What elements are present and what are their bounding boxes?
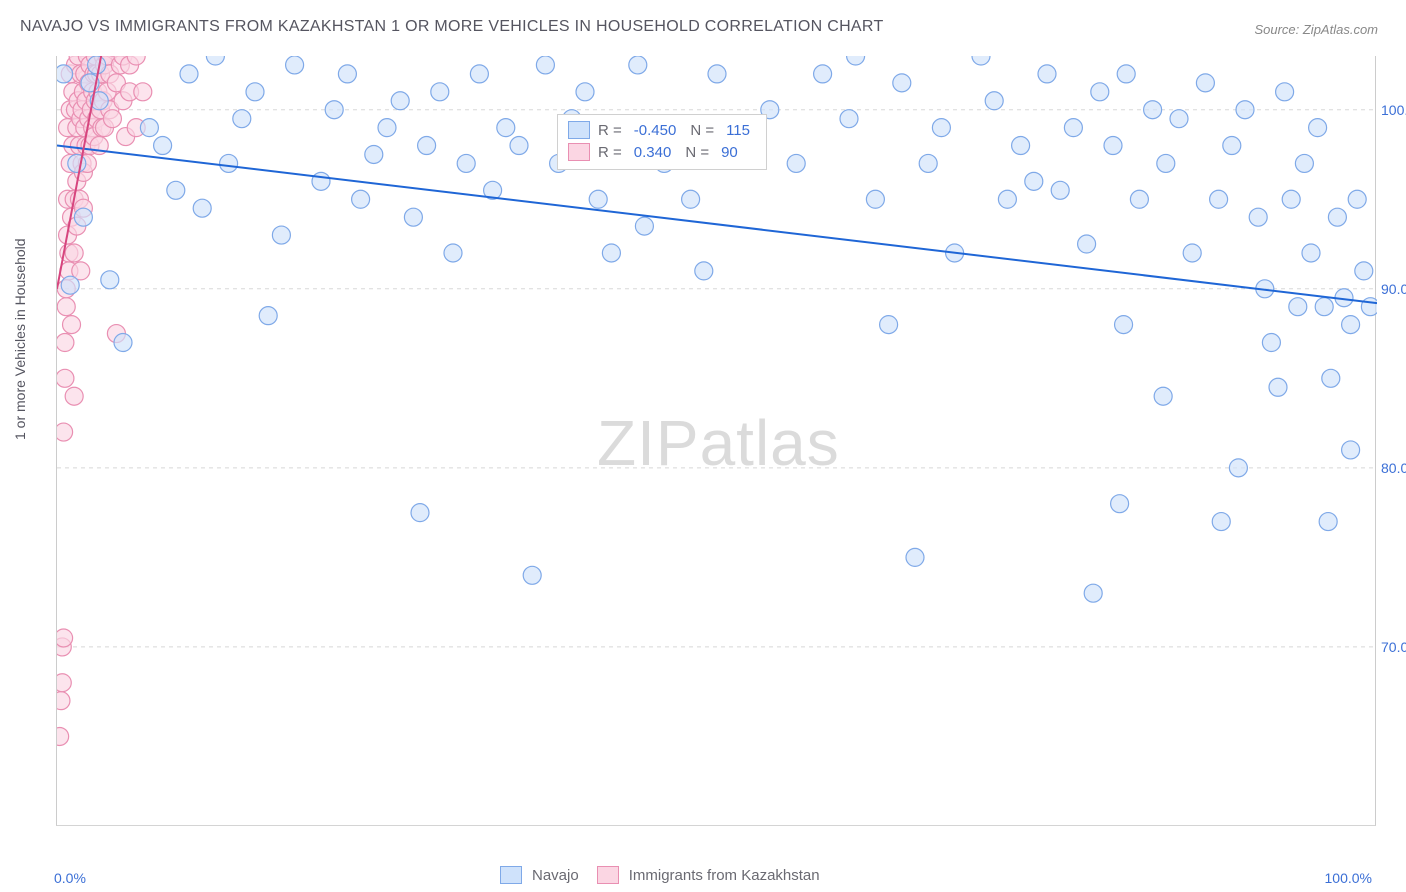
swatch-pink [568,143,590,161]
legend-row-kazakhstan: R = 0.340 N = 90 [568,141,756,163]
y-tick-label: 80.0% [1381,460,1406,476]
y-tick-label: 70.0% [1381,639,1406,655]
n-value-navajo: 115 [726,122,750,139]
y-axis-label: 1 or more Vehicles in Household [12,238,28,440]
swatch-blue [568,121,590,139]
x-axis-max-label: 100.0% [1325,870,1372,886]
y-tick-label: 90.0% [1381,281,1406,297]
n-label: N = [690,122,714,139]
r-value-navajo: -0.450 [634,122,677,139]
r-value-kz: 0.340 [634,144,672,161]
series-label-navajo: Navajo [532,867,579,884]
series-label-kz: Immigrants from Kazakhstan [629,867,820,884]
r-label: R = [598,122,622,139]
source-credit: Source: ZipAtlas.com [1254,22,1378,37]
plot-area: ZIPatlas R = -0.450 N = 115 R = 0.340 N … [56,56,1376,826]
legend-row-navajo: R = -0.450 N = 115 [568,119,756,141]
legend-stats-box: R = -0.450 N = 115 R = 0.340 N = 90 [557,114,767,170]
y-tick-label: 100.0% [1381,102,1406,118]
legend-series: Navajo Immigrants from Kazakhstan [500,866,820,884]
r-label: R = [598,144,622,161]
scatter-svg [57,56,1377,826]
n-value-kz: 90 [721,144,738,161]
n-label: N = [685,144,709,161]
x-axis-min-label: 0.0% [54,870,86,886]
swatch-pink [597,866,619,884]
swatch-blue [500,866,522,884]
chart-title: NAVAJO VS IMMIGRANTS FROM KAZAKHSTAN 1 O… [20,18,884,36]
